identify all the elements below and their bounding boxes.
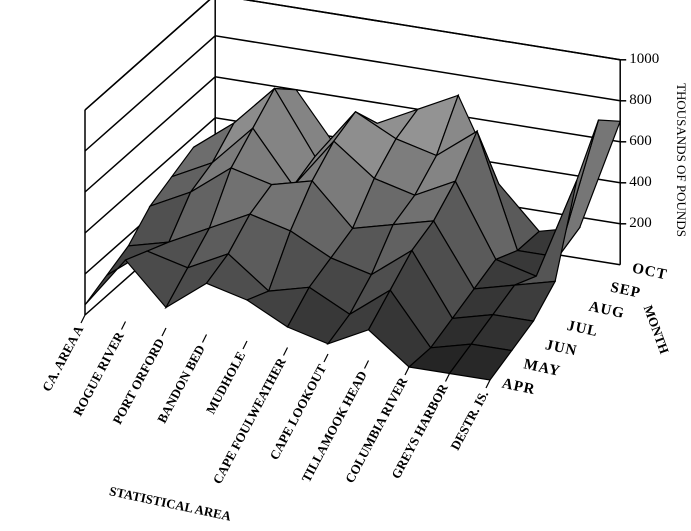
x-tick — [444, 373, 451, 382]
surface-patch — [448, 343, 513, 381]
x-tick — [282, 347, 289, 356]
y-tick-label: MAY — [522, 356, 562, 379]
z-axis-title: THOUSANDS OF POUNDS — [674, 83, 689, 237]
y-tick-label: JUL — [566, 318, 600, 340]
grid-line — [84, 76, 621, 193]
grid-line — [84, 35, 621, 152]
x-axis-title: STATISTICAL AREA — [108, 483, 233, 524]
axis-line — [242, 0, 621, 61]
x-tick — [201, 334, 208, 343]
x-tick — [120, 321, 127, 330]
x-tick — [242, 340, 248, 350]
y-tick-label: OCT — [631, 260, 669, 283]
z-tick-label: 1000 — [629, 51, 659, 67]
x-tick — [363, 360, 370, 369]
x-tick-label: BANDON BED — [154, 342, 208, 425]
x-tick-label: MUDHOLE — [203, 349, 248, 417]
y-tick-label: SEP — [609, 280, 642, 302]
x-tick — [404, 366, 410, 376]
y-tick-label: APR — [500, 376, 536, 399]
x-tick — [161, 327, 167, 337]
y-tick-label: AUG — [587, 299, 626, 322]
z-tick-label: 400 — [629, 174, 652, 190]
x-tick — [80, 314, 86, 324]
x-tick-label: CA. AREA A — [39, 322, 87, 394]
surface-patch — [557, 119, 622, 258]
z-tick-label: 600 — [629, 133, 652, 149]
z-tick-label: 200 — [629, 215, 652, 231]
y-tick-label: JUN — [544, 337, 579, 359]
x-tick — [485, 379, 491, 389]
y-axis-title: MONTH — [641, 303, 672, 356]
x-tick-label: DESTR. IS. — [447, 388, 491, 453]
grid-line — [84, 0, 621, 111]
z-tick-label: 800 — [629, 92, 652, 108]
x-tick — [323, 353, 329, 363]
